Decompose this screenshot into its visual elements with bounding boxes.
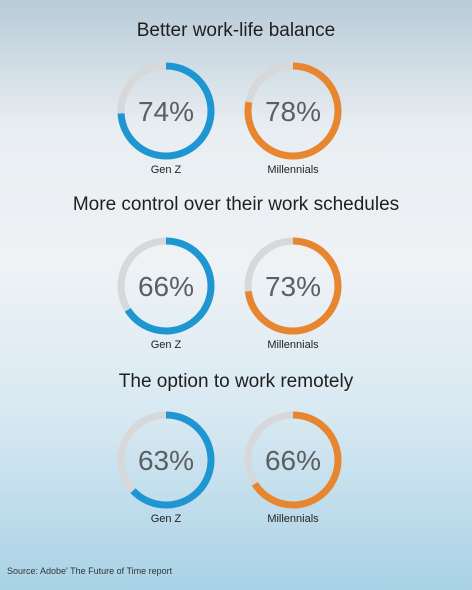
chart-title-work-life-balance: Better work-life balance: [136, 20, 336, 41]
chart-title-work-schedules: More control over their work schedules: [72, 194, 400, 215]
data-label-millennials: 66%: [265, 445, 321, 476]
data-label-gen-z: 66%: [138, 271, 194, 302]
chart-title-work-remotely: The option to work remotely: [118, 371, 354, 392]
donut-millennials-2: 66% Millennials: [244, 411, 342, 525]
category-label-gen-z: Gen Z: [151, 513, 182, 525]
donut-arc-millennials: [244, 62, 342, 160]
category-label-gen-z: Gen Z: [151, 164, 182, 176]
data-label-gen-z: 63%: [138, 445, 194, 476]
donut-arc-gen-z: [117, 237, 215, 335]
data-label-gen-z: 74%: [138, 96, 194, 127]
donut-millennials-0: 78% Millennials: [244, 62, 342, 176]
donut-millennials-1: 73% Millennials: [244, 237, 342, 351]
data-label-millennials: 73%: [265, 271, 321, 302]
donut-arc-millennials: [244, 411, 342, 509]
category-label-gen-z: Gen Z: [151, 339, 182, 351]
category-label-millennials: Millennials: [267, 513, 319, 525]
donut-arc-millennials: [244, 237, 342, 335]
donut-gen-z-0: 74% Gen Z: [117, 62, 215, 176]
data-label-millennials: 78%: [265, 96, 321, 127]
donut-gen-z-2: 63% Gen Z: [117, 411, 215, 525]
category-label-millennials: Millennials: [267, 339, 319, 351]
donut-arc-gen-z: [117, 411, 215, 509]
donut-gen-z-1: 66% Gen Z: [117, 237, 215, 351]
source-note: Source: Adobe' The Future of Time report: [7, 566, 173, 576]
category-label-millennials: Millennials: [267, 164, 319, 176]
donut-arc-gen-z: [117, 62, 215, 160]
